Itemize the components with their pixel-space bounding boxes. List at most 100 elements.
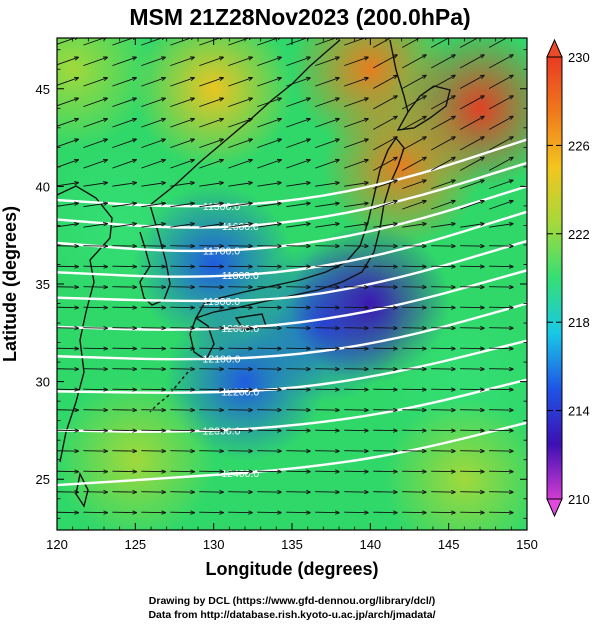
wind-arrow bbox=[257, 98, 281, 108]
contour-line bbox=[57, 239, 527, 303]
wind-arrow bbox=[344, 224, 368, 228]
y-tick-label: 25 bbox=[36, 472, 50, 487]
wind-arrow bbox=[170, 224, 194, 228]
wind-arrow bbox=[257, 139, 281, 149]
colorbar-tick-label: 210 bbox=[568, 492, 590, 507]
wind-arrow bbox=[170, 57, 194, 67]
wind-arrow bbox=[344, 78, 368, 87]
wind-arrow bbox=[489, 201, 513, 210]
wind-arrow bbox=[199, 78, 223, 87]
colorbar-tick-label: 226 bbox=[568, 138, 590, 153]
contour-label: 11900.0 bbox=[203, 296, 240, 308]
wind-arrow bbox=[57, 224, 78, 228]
wind-arrow bbox=[141, 119, 165, 128]
field-sample bbox=[133, 38, 294, 169]
wind-arrow bbox=[170, 119, 194, 128]
contour-label: 12200.0 bbox=[221, 386, 259, 398]
wind-arrow bbox=[344, 160, 368, 169]
wind-arrow bbox=[228, 183, 252, 187]
wind-arrow bbox=[57, 98, 78, 107]
wind-arrow bbox=[373, 180, 397, 190]
coastline-hokkaido bbox=[396, 85, 451, 131]
wind-arrow bbox=[315, 119, 339, 128]
wind-arrow bbox=[431, 224, 455, 228]
wind-arrow bbox=[170, 203, 194, 208]
contour-line bbox=[57, 210, 527, 278]
wind-arrow bbox=[373, 201, 397, 210]
coastline-ryukyu bbox=[149, 371, 189, 413]
field-sample bbox=[321, 86, 482, 247]
wind-arrow bbox=[199, 203, 223, 208]
wind-arrow bbox=[112, 203, 136, 208]
wind-arrow bbox=[199, 57, 223, 67]
field-sample bbox=[57, 379, 216, 530]
wind-arrow bbox=[170, 139, 194, 149]
wind-arrow bbox=[228, 203, 252, 208]
wind-arrow bbox=[488, 75, 513, 89]
wind-arrow bbox=[112, 139, 136, 149]
wind-arrow bbox=[257, 160, 281, 169]
contour-label: 11500.0 bbox=[203, 201, 240, 213]
contour-label: 12000.0 bbox=[221, 323, 259, 335]
y-tick-label: 45 bbox=[36, 82, 50, 97]
wind-arrow bbox=[112, 78, 136, 87]
wind-arrow bbox=[459, 116, 484, 130]
y-axis-label: Latitude (degrees) bbox=[0, 206, 20, 362]
wind-arrow bbox=[372, 157, 397, 171]
wind-arrow bbox=[228, 78, 252, 87]
wind-vectors bbox=[57, 38, 513, 512]
colorbar-ticks: 210 214 218 222 226 230 bbox=[547, 50, 590, 507]
y-axis: 25 30 35 40 45 bbox=[36, 49, 527, 519]
wind-arrow bbox=[83, 98, 107, 108]
wind-arrow bbox=[373, 224, 397, 228]
y-tick-label: 30 bbox=[36, 375, 50, 390]
wind-arrow bbox=[489, 224, 513, 228]
wind-arrow bbox=[344, 139, 368, 149]
wind-arrow bbox=[83, 119, 107, 128]
wind-arrow bbox=[57, 119, 78, 127]
wind-arrow bbox=[430, 116, 455, 130]
coastline-china bbox=[57, 185, 113, 463]
plot-area: 11500.0 11600.0 11700.0 11800.0 11900.0 12000… bbox=[56, 37, 528, 531]
wind-arrow bbox=[344, 183, 368, 187]
wind-arrow bbox=[344, 98, 368, 108]
wind-arrow bbox=[286, 160, 310, 169]
wind-arrow bbox=[372, 55, 397, 69]
wind-arrow bbox=[286, 78, 310, 87]
wind-arrow bbox=[286, 203, 310, 208]
wind-arrow bbox=[431, 201, 455, 210]
wind-arrow bbox=[401, 38, 426, 48]
wind-arrow bbox=[459, 157, 484, 171]
wind-arrow bbox=[372, 96, 397, 110]
wind-arrow bbox=[430, 137, 455, 151]
x-tick-label: 135 bbox=[281, 537, 303, 552]
wind-arrow bbox=[199, 160, 223, 169]
contour-label: 12100.0 bbox=[203, 354, 241, 366]
wind-arrow bbox=[199, 183, 223, 187]
x-tick-label: 120 bbox=[46, 537, 68, 552]
x-tick-label: 145 bbox=[438, 537, 460, 552]
wind-arrow bbox=[488, 55, 513, 69]
wind-arrow bbox=[141, 160, 165, 169]
colorbar-tick-label: 222 bbox=[568, 227, 590, 242]
wind-arrow bbox=[372, 38, 397, 48]
wind-arrow bbox=[286, 98, 310, 108]
wind-arrow bbox=[401, 157, 426, 171]
contour-label: 11700.0 bbox=[203, 246, 240, 258]
wind-arrow bbox=[286, 57, 310, 67]
wind-arrow bbox=[459, 96, 484, 110]
wind-arrow bbox=[83, 57, 107, 67]
wind-arrow bbox=[257, 78, 281, 87]
y-tick-label: 40 bbox=[36, 179, 50, 194]
wind-arrow bbox=[315, 57, 339, 67]
wind-arrow bbox=[460, 224, 484, 228]
wind-arrow bbox=[57, 78, 78, 86]
wind-arrow bbox=[430, 157, 455, 171]
wind-arrow bbox=[228, 57, 252, 67]
credit-data: Data from http://database.rish.kyoto-u.a… bbox=[148, 609, 435, 621]
wind-arrow bbox=[489, 180, 513, 190]
wind-arrow bbox=[112, 160, 136, 169]
colorbar-tick-label: 214 bbox=[568, 404, 590, 419]
wind-arrow bbox=[430, 75, 455, 89]
coastline-russia bbox=[149, 39, 341, 206]
